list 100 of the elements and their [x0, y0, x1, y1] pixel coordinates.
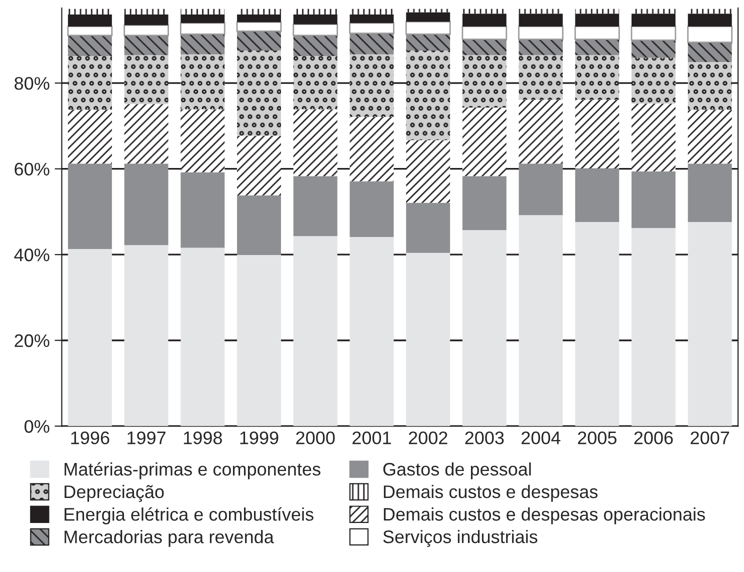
bar — [688, 110, 732, 164]
bar — [293, 14, 338, 24]
bar — [518, 55, 563, 100]
legend-label: Mercadorias para revenda — [64, 530, 274, 547]
legend-label: Matérias-primas e componentes — [64, 462, 320, 480]
x-tick-label: 1998 — [184, 431, 222, 444]
bar — [406, 202, 450, 253]
y-tick-label: 20% — [14, 334, 50, 348]
bar — [632, 8, 676, 14]
bar — [630, 26, 676, 41]
bar — [518, 164, 563, 216]
bar — [518, 26, 564, 40]
bar — [632, 171, 676, 228]
bar — [462, 230, 506, 426]
bar — [124, 35, 168, 56]
bar — [632, 40, 676, 58]
x-tick-label: 2006 — [634, 431, 673, 444]
bar — [350, 14, 394, 24]
bar — [575, 55, 620, 100]
legend-label: Demais custos e despesas operacionais — [384, 507, 705, 524]
y-tick-label: 0% — [24, 420, 50, 433]
bar — [688, 14, 732, 26]
bar — [124, 24, 169, 36]
bar — [124, 55, 168, 104]
bar — [575, 222, 620, 426]
bar — [124, 164, 168, 246]
bar — [688, 42, 732, 62]
bar — [68, 35, 112, 56]
bar — [293, 35, 338, 56]
y-tick-label: 60% — [14, 162, 50, 176]
bar — [687, 26, 733, 44]
bar — [575, 168, 620, 222]
bar — [632, 58, 676, 104]
bar — [237, 195, 281, 256]
bar — [406, 140, 450, 203]
x-tick-label: 2003 — [465, 431, 504, 444]
bar — [293, 109, 338, 176]
bar — [180, 22, 226, 35]
x-tick-label: 2007 — [690, 431, 730, 444]
bar — [575, 14, 620, 26]
bar — [462, 14, 506, 26]
bar — [350, 33, 394, 54]
bar — [688, 8, 732, 14]
bar — [180, 8, 225, 14]
bar — [293, 176, 338, 236]
bar — [349, 22, 394, 34]
bar — [292, 24, 338, 36]
bar — [518, 100, 563, 164]
bar — [350, 116, 394, 182]
bar — [518, 8, 563, 14]
legend-label: Demais custos e despesas — [384, 484, 598, 502]
bar — [462, 55, 506, 108]
y-tick-label: 40% — [14, 248, 50, 262]
bar — [236, 21, 282, 32]
bar — [518, 39, 563, 56]
bar — [68, 110, 112, 164]
bar — [575, 39, 620, 56]
bar — [68, 164, 112, 250]
bar — [350, 181, 394, 238]
bar — [406, 12, 450, 22]
bar — [293, 236, 338, 426]
bar — [237, 50, 281, 136]
bar — [350, 8, 394, 14]
legend-label: Serviços industriais — [383, 530, 538, 547]
bar — [237, 136, 281, 196]
bar — [237, 255, 281, 426]
bar — [462, 26, 508, 40]
x-tick-label: 2000 — [296, 431, 335, 444]
bar — [68, 249, 112, 426]
legend-label: Depreciação — [64, 484, 164, 502]
x-tick-label: 2002 — [408, 431, 448, 444]
bar — [68, 56, 112, 110]
bar — [180, 248, 225, 426]
bar — [688, 222, 732, 426]
bar — [293, 56, 338, 110]
bar — [405, 21, 451, 35]
bar — [237, 31, 281, 50]
bar — [574, 26, 620, 40]
bar — [462, 108, 506, 176]
bar — [406, 50, 450, 140]
bar — [518, 14, 563, 26]
bar — [124, 104, 168, 164]
bar — [237, 14, 281, 22]
bar — [180, 109, 225, 172]
bar — [350, 54, 394, 117]
bar — [632, 228, 676, 426]
bar — [462, 8, 506, 14]
bar — [688, 62, 732, 110]
bar — [575, 8, 620, 14]
x-tick-label: 2004 — [522, 431, 560, 444]
x-tick-label: 1996 — [71, 431, 110, 444]
bar — [180, 14, 225, 24]
bar — [180, 34, 225, 54]
bar — [462, 39, 506, 56]
bar — [575, 100, 620, 168]
legend-label: Gastos de pessoal — [383, 462, 531, 480]
x-tick-label: 2001 — [352, 431, 391, 444]
y-tick-label: 80% — [14, 76, 50, 90]
x-tick-label: 2005 — [578, 431, 616, 444]
bar — [632, 104, 676, 172]
